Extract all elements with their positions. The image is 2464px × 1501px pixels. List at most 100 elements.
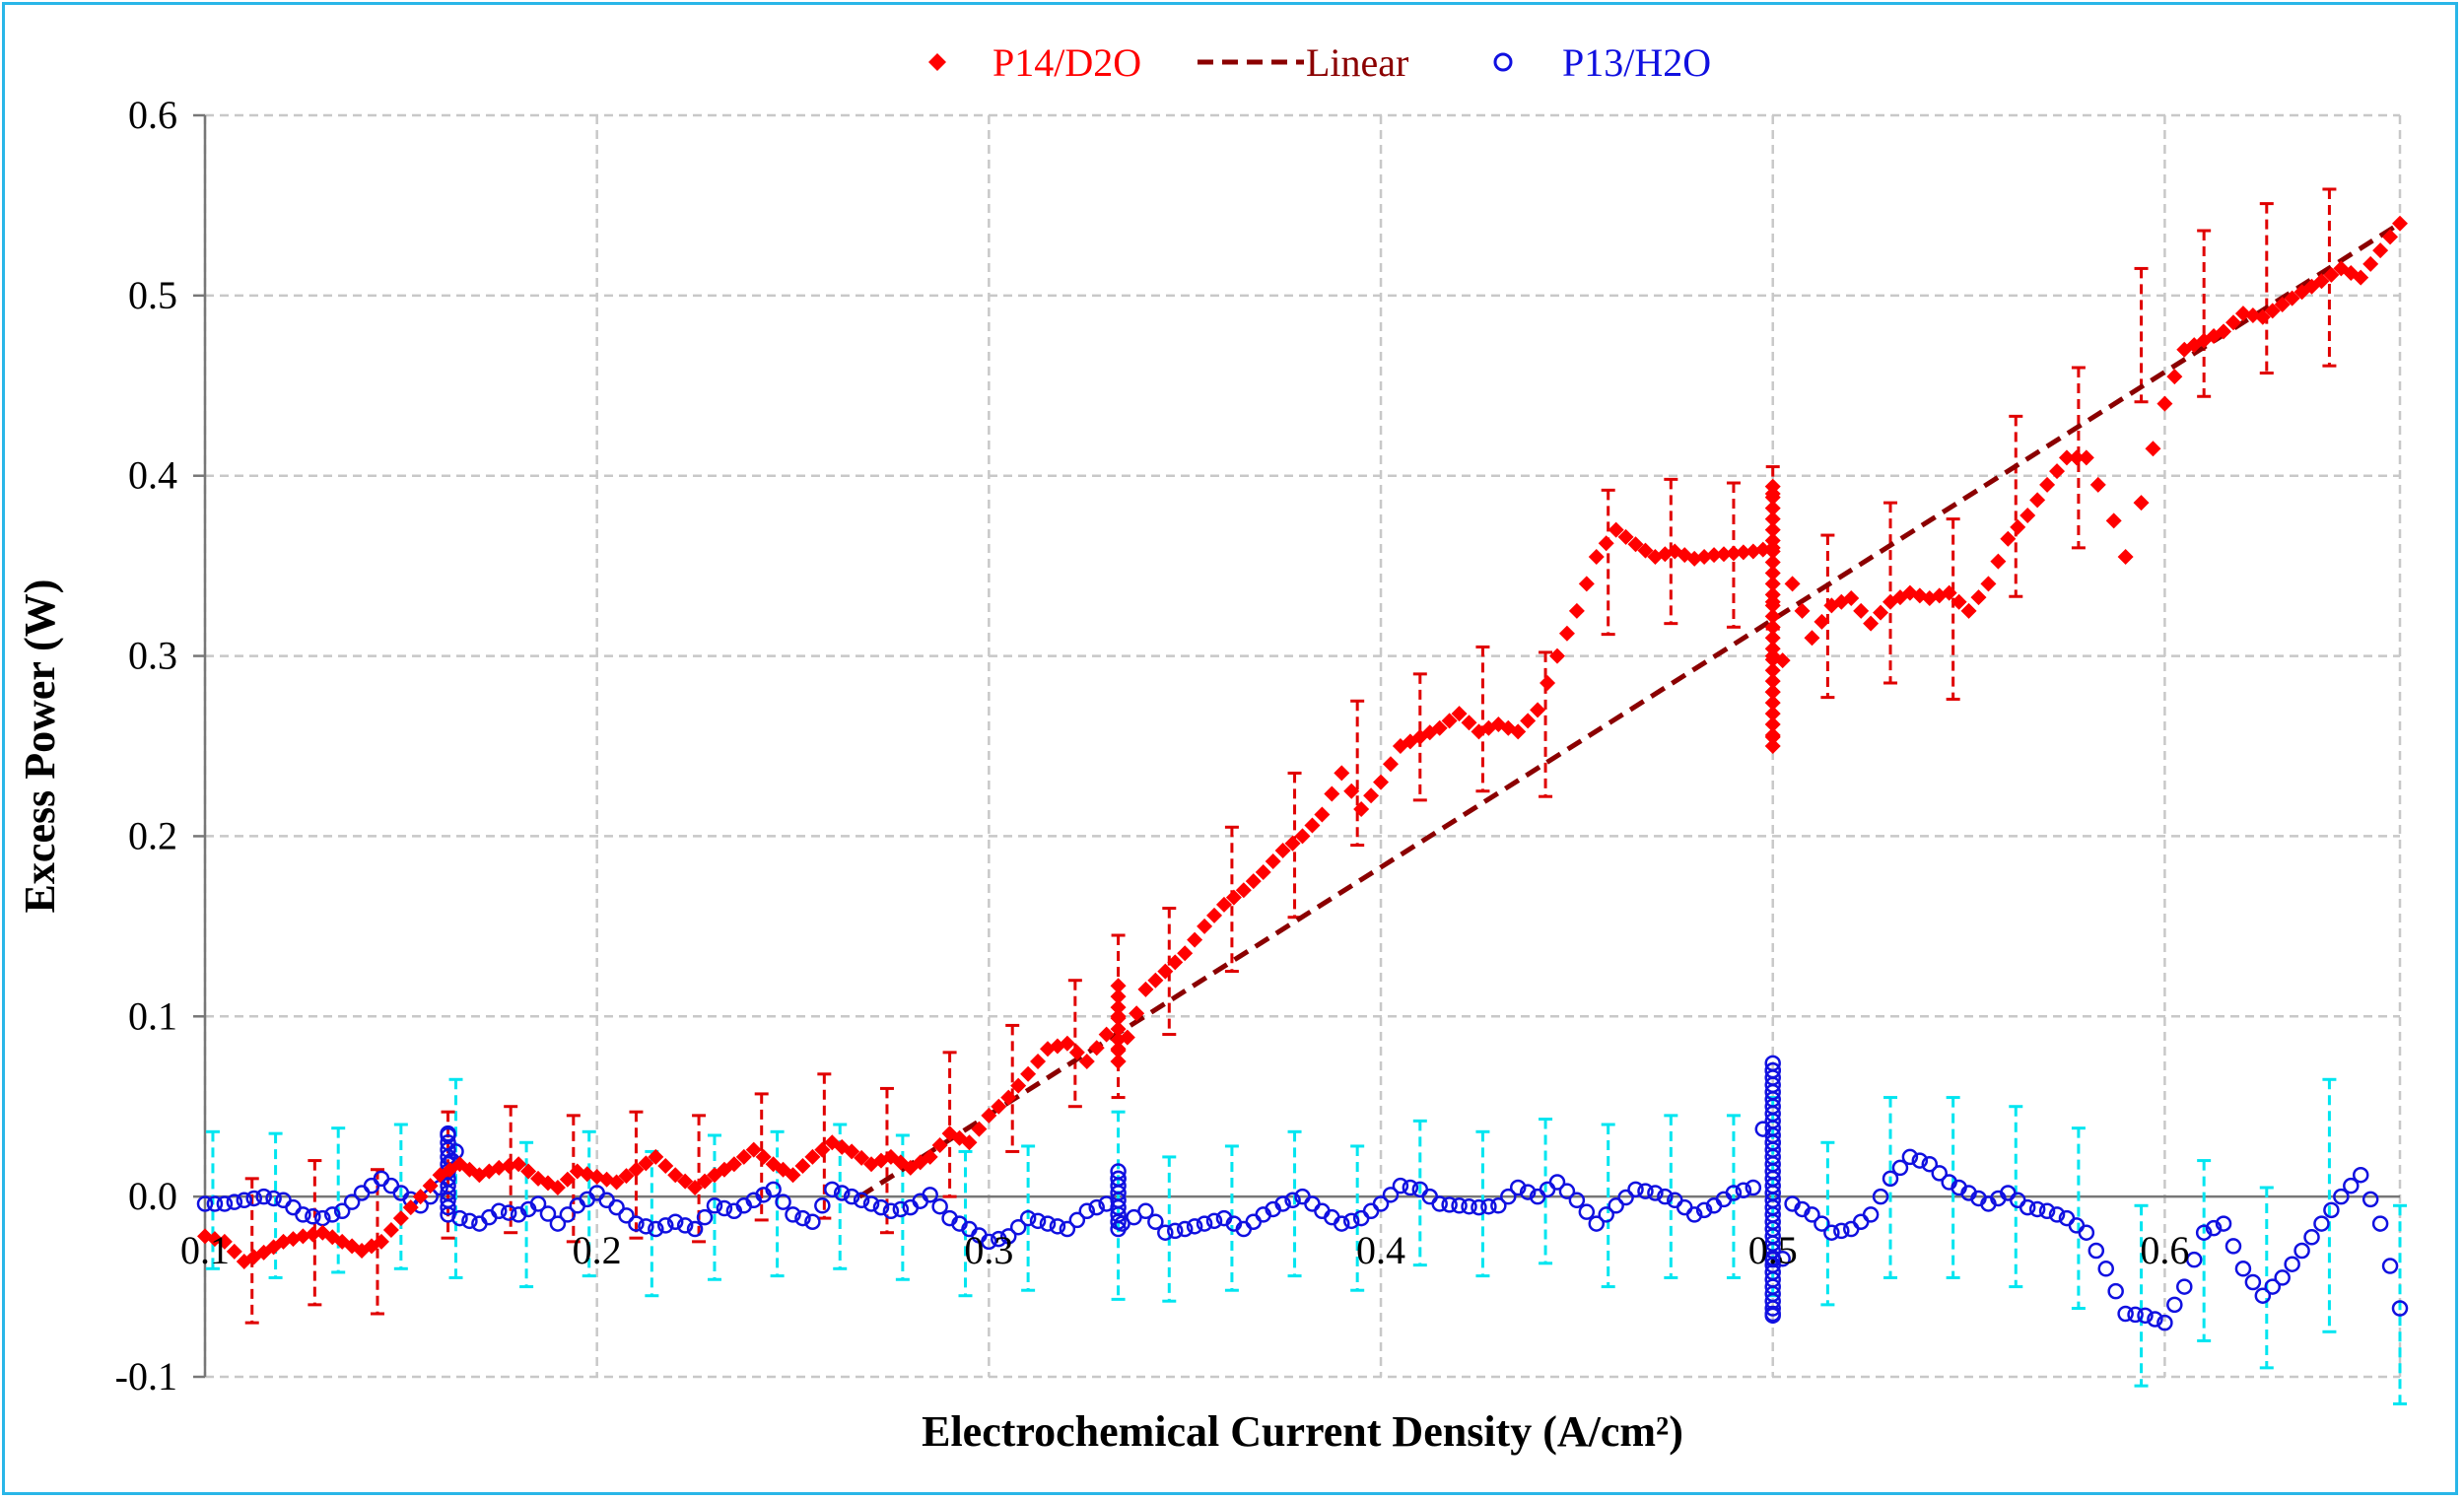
p13-point xyxy=(1872,1188,1889,1205)
p14-point xyxy=(1764,597,1781,614)
p13-point xyxy=(785,1206,801,1223)
p14-point xyxy=(2010,518,2026,535)
p14-point xyxy=(1088,1040,1105,1057)
p13-point xyxy=(440,1134,456,1151)
p13-point xyxy=(2166,1296,2183,1314)
p13-point xyxy=(1548,1174,1566,1191)
p13-point xyxy=(1019,1209,1037,1227)
p14-point xyxy=(2145,441,2161,457)
p14-point xyxy=(226,1243,242,1260)
p13-point xyxy=(1764,1055,1781,1072)
p14-point xyxy=(2058,449,2075,466)
p13-point xyxy=(1110,1163,1127,1180)
p14-point xyxy=(991,1098,1007,1115)
p13-point xyxy=(706,1197,723,1214)
p14-point xyxy=(2216,323,2232,340)
p13-point xyxy=(1725,1185,1743,1201)
y-tick-label: 0.2 xyxy=(128,813,177,857)
p13-point xyxy=(1441,1196,1458,1213)
p13-point xyxy=(2224,1238,2242,1255)
p14-point xyxy=(1068,1044,1085,1060)
p13-point xyxy=(1921,1155,1939,1173)
p14-point xyxy=(1764,586,1781,603)
p14-point xyxy=(1764,727,1781,744)
p14-point xyxy=(677,1173,694,1190)
p14-point xyxy=(1461,715,1477,731)
p14-point xyxy=(1382,756,1399,773)
p14-point xyxy=(2133,495,2150,512)
p14-point xyxy=(1255,864,1271,880)
p14-point xyxy=(1784,576,1801,592)
legend-p13-marker xyxy=(1493,52,1513,72)
p14-point xyxy=(1225,889,1242,906)
p13-point xyxy=(206,1195,224,1212)
p14-point xyxy=(1314,806,1331,823)
p13-point xyxy=(2195,1224,2213,1241)
p14-point xyxy=(794,1158,811,1175)
p14-point xyxy=(1764,651,1781,668)
p14-points xyxy=(197,215,2408,1269)
p14-point xyxy=(2264,303,2281,319)
p13-point xyxy=(323,1206,341,1223)
p14-point xyxy=(1197,918,1213,934)
p13-point xyxy=(2264,1278,2282,1295)
p14-point xyxy=(1764,478,1781,495)
gridlines xyxy=(203,113,2402,1379)
p14-point xyxy=(1598,535,1614,552)
p14-point xyxy=(1548,648,1565,664)
p13-point xyxy=(2361,1191,2379,1208)
p14-point xyxy=(549,1180,566,1195)
p13-point xyxy=(2028,1200,2046,1218)
p13-point xyxy=(1176,1220,1194,1238)
p13-point xyxy=(1362,1202,1380,1220)
p13-point xyxy=(843,1188,860,1205)
p14-point xyxy=(412,1189,429,1205)
p14-point xyxy=(2224,314,2241,331)
p13-point xyxy=(461,1212,478,1230)
y-tick-label: 0.4 xyxy=(128,453,177,498)
p13-point xyxy=(1901,1148,1919,1166)
p13-point xyxy=(1167,1222,1184,1240)
p13-point xyxy=(991,1230,1007,1248)
p13-point xyxy=(1009,1218,1027,1236)
x-tick-label: 0.4 xyxy=(1356,1228,1405,1272)
p14-point xyxy=(971,1121,988,1137)
p13-point xyxy=(2254,1287,2272,1304)
p14-point xyxy=(1764,532,1781,549)
p13-point xyxy=(686,1220,704,1238)
p13-point xyxy=(265,1190,282,1207)
p14-point xyxy=(2068,449,2085,466)
p13-point xyxy=(1617,1189,1634,1206)
p13-point xyxy=(1509,1179,1527,1196)
p14-point xyxy=(618,1168,635,1185)
p14-point xyxy=(1294,828,1311,845)
p13-point xyxy=(1157,1224,1174,1241)
p14-point xyxy=(1617,528,1634,545)
p14-point xyxy=(305,1226,321,1243)
p13-point xyxy=(2381,1258,2399,1274)
p13-point xyxy=(1334,1215,1350,1232)
p14-point xyxy=(854,1149,870,1166)
p13-point xyxy=(981,1233,997,1251)
p13-point xyxy=(833,1185,851,1201)
p13-point xyxy=(666,1213,684,1230)
p13-point xyxy=(1196,1215,1213,1232)
x-tick-label: 0.6 xyxy=(2140,1228,2189,1272)
p14-point xyxy=(1324,785,1340,802)
p14-point xyxy=(2049,463,2066,480)
x-tick-label: 0.2 xyxy=(573,1228,622,1272)
p13-point xyxy=(716,1199,733,1217)
p13-point xyxy=(500,1204,517,1221)
p14-point xyxy=(1764,619,1781,636)
x-tick-label: 0.3 xyxy=(964,1228,1013,1272)
p14-point xyxy=(667,1167,684,1184)
p14-point xyxy=(922,1148,938,1165)
p13-point xyxy=(1078,1202,1096,1220)
p14-point xyxy=(1431,719,1448,736)
p14-point xyxy=(1764,673,1781,690)
p13-point xyxy=(1862,1206,1880,1223)
p14-point xyxy=(382,1221,399,1238)
p13-point xyxy=(1843,1220,1860,1238)
p14-point xyxy=(295,1228,311,1245)
